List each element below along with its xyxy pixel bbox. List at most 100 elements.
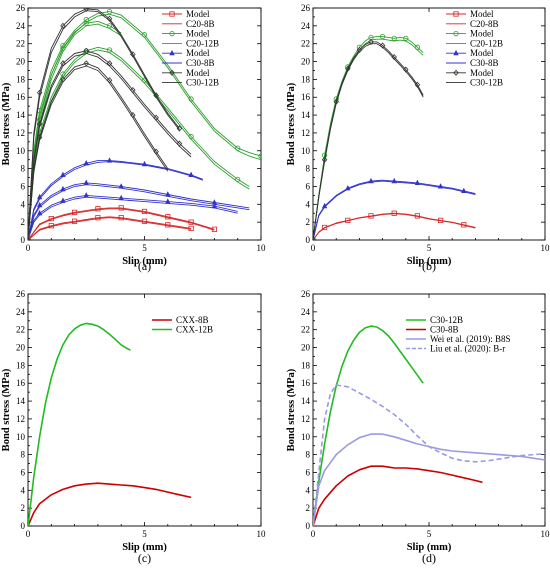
series-line-0 [313,325,424,526]
series-marker-2 [165,222,171,228]
y-tick-label: 20 [16,343,26,353]
y-axis-title: Bond stress (MPa) [286,368,297,451]
y-tick-label: 2 [306,217,311,227]
y-tick-label: 26 [301,289,311,299]
y-tick-label: 6 [306,467,311,477]
series-line-2 [28,216,192,240]
legend-label: C30-12B [470,78,503,88]
legend-marker [169,69,175,76]
x-axis-title: Slip (mm) [122,542,167,553]
y-tick-label: 10 [301,146,311,156]
y-tick-label: 24 [16,21,26,31]
series-marker-12 [83,179,89,185]
series-line-0 [313,212,476,240]
series-marker-4 [83,16,89,23]
y-tick-label: 12 [301,128,310,138]
legend: ModelC20-8BModelC20-12BModelC30-8BModelC… [162,9,219,88]
series-group [313,33,476,240]
series-marker-0 [72,209,78,215]
y-tick-label: 14 [301,396,311,406]
y-tick-label: 22 [301,325,310,335]
series-line-0 [28,207,215,240]
y-tick-label: 18 [301,74,311,84]
y-tick-label: 2 [21,217,26,227]
legend-label: Model [186,29,210,39]
y-tick-label: 18 [16,360,26,370]
x-tick-label: 5 [427,529,432,539]
legend-label: C20-8B [470,19,499,29]
y-tick-label: 4 [21,485,26,495]
series-line-2 [313,433,545,526]
series-line-6 [28,46,250,240]
series-marker-4 [258,153,261,159]
y-tick-label: 26 [16,3,26,13]
legend-label: CXX-12B [176,325,213,335]
legend-label: Wei et al. (2019): B8S [430,334,511,344]
plot-frame [27,7,262,241]
y-tick-label: 2 [306,503,311,513]
legend: ModelC20-8BModelC20-12BModelC30-8BModelC… [446,9,503,88]
y-tick-label: 12 [16,414,25,424]
series-line-17 [28,10,180,240]
y-tick-label: 22 [16,39,25,49]
series-line-4 [313,179,476,240]
series-marker-16 [60,22,66,29]
series-line-16 [28,8,180,240]
series-marker-2 [188,225,194,231]
legend-marker [453,49,459,56]
series-line-18 [28,62,169,240]
y-tick-label: 20 [16,57,26,67]
y-tick-label: 26 [301,3,311,13]
y-tick-label: 24 [301,307,311,317]
y-tick-label: 18 [16,74,26,84]
series-marker-2 [95,215,101,221]
legend-label: Model [470,9,494,19]
legend-marker [453,11,459,17]
series-marker-14 [83,192,89,198]
panel-label: (d) [422,551,436,565]
series-line-1 [28,322,131,526]
y-tick-label: 8 [21,450,26,460]
legend-label: C20-8B [186,19,215,29]
x-tick-label: 0 [311,243,316,253]
series-marker-20 [28,236,31,240]
y-tick-label: 14 [16,110,26,120]
y-tick-label: 4 [306,199,311,209]
series-group [28,8,261,240]
y-tick-label: 6 [21,181,26,191]
x-tick-label: 5 [142,243,147,253]
legend-label: Model [470,68,494,78]
y-axis-title: Bond stress (MPa) [286,82,297,165]
series-line-3 [313,38,424,240]
panel-label: (b) [422,259,436,273]
y-tick-label: 12 [16,128,25,138]
series-marker-0 [141,208,148,215]
series-marker-12 [36,201,43,208]
x-tick-label: 0 [311,529,316,539]
legend-label: Liu et al. (2020): B-r [430,344,505,354]
series-marker-6 [313,236,316,240]
legend-label: Model [186,48,210,58]
x-tick-label: 0 [26,243,31,253]
legend-label: Model [186,68,210,78]
x-tick-label: 10 [257,529,267,539]
legend-label: Model [470,29,494,39]
series-line-12 [28,182,250,240]
legend-label: C20-12B [470,38,503,48]
series-marker-0 [391,210,397,216]
series-line-3 [313,384,545,526]
y-tick-label: 0 [21,235,26,245]
y-axis-title: Bond stress (MPa) [1,82,12,165]
y-tick-label: 0 [306,235,311,245]
x-tick-label: 10 [257,243,267,253]
plot-frame [27,293,262,527]
series-line-19 [28,65,169,240]
series-marker-16 [83,8,89,12]
y-tick-label: 6 [21,467,26,477]
legend-label: CXX-8B [176,315,209,325]
y-tick-label: 12 [301,414,310,424]
y-tick-label: 26 [16,289,26,299]
